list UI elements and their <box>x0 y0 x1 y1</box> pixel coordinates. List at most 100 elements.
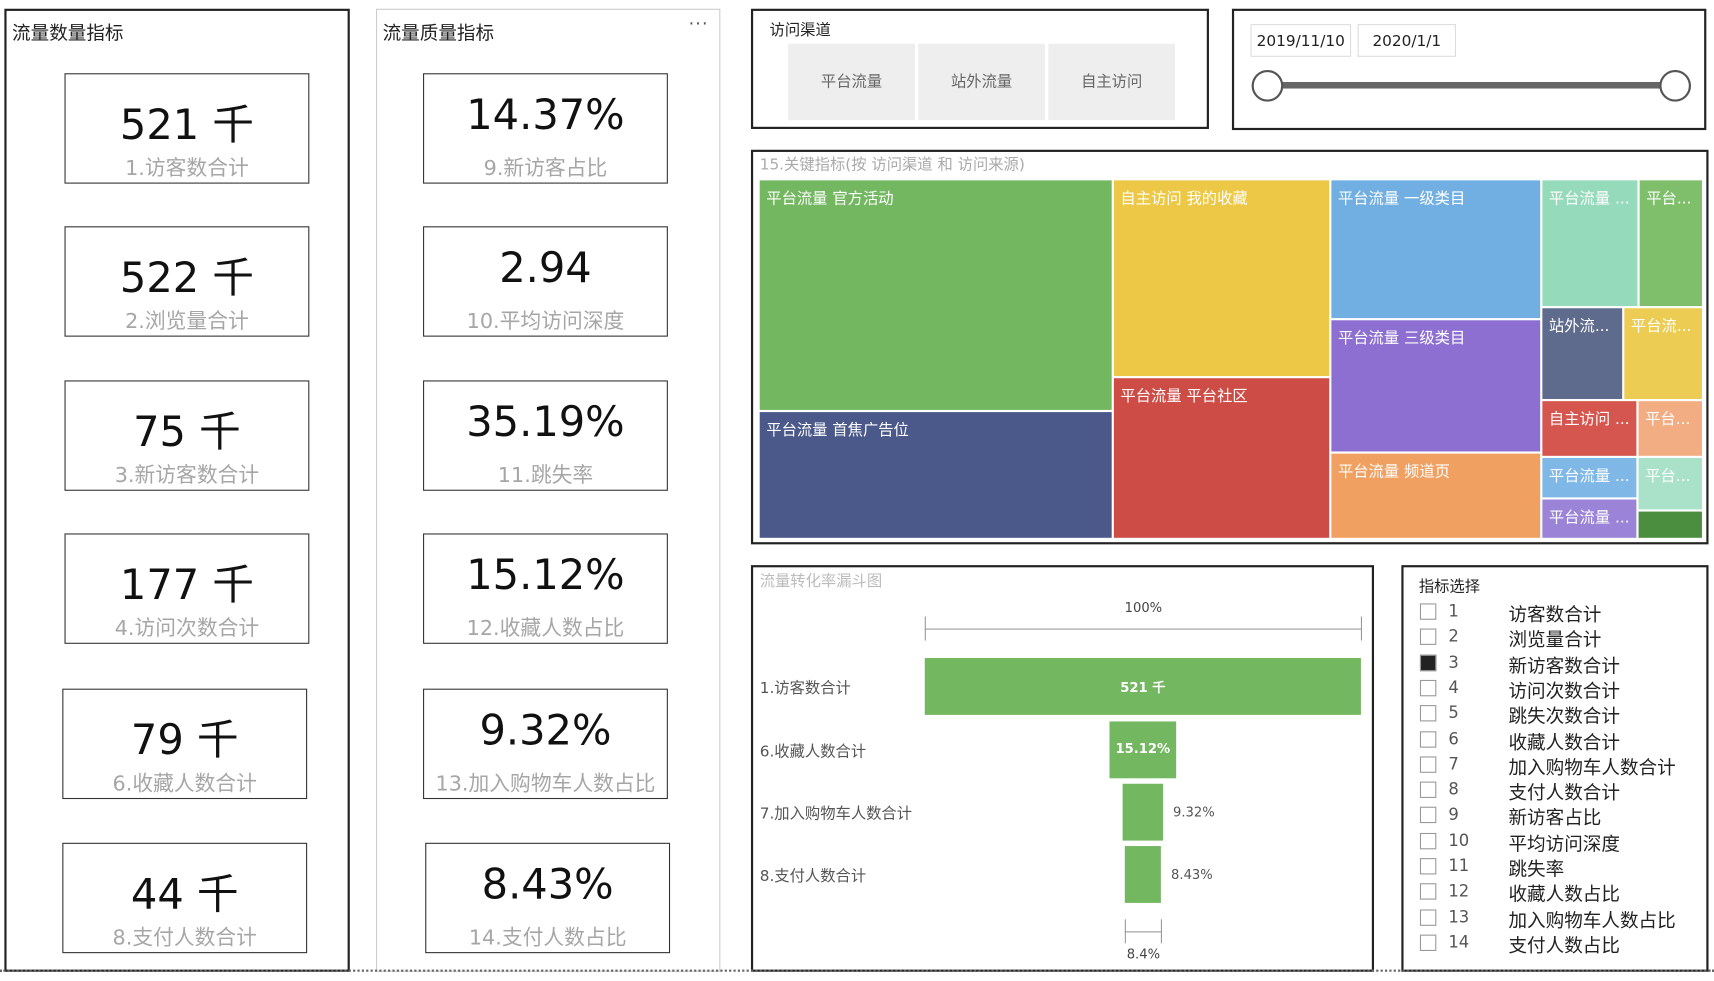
item-label[interactable]: 跳失率 <box>1508 859 1565 882</box>
treemap-tile[interactable]: 平台流量 一级类目 <box>1331 180 1541 319</box>
funnel-value-label: 9.32% <box>1172 804 1215 820</box>
checkbox[interactable] <box>1419 628 1437 646</box>
channel-button[interactable]: 平台流量 <box>788 43 915 121</box>
item-number: 14 <box>1448 932 1470 952</box>
item-label[interactable]: 加入购物车人数合计 <box>1508 757 1676 780</box>
treemap-tile[interactable]: 站外流... <box>1542 308 1623 399</box>
kpi-label: 9.新访客占比 <box>483 156 608 181</box>
treemap-tile[interactable]: 自主访问 ... <box>1542 401 1637 456</box>
funnel-stage-label: 1.访客数合计 <box>759 679 851 698</box>
treemap-tile[interactable]: 平台流... <box>1624 308 1702 399</box>
item-label[interactable]: 新访客占比 <box>1508 808 1602 831</box>
checkbox[interactable] <box>1419 679 1437 697</box>
more-options[interactable]: ··· <box>688 13 709 34</box>
kpi-card <box>64 226 310 337</box>
item-label[interactable]: 平均访问深度 <box>1508 833 1620 856</box>
kpi-label: 14.支付人数占比 <box>468 925 627 950</box>
kpi-value: 79 千 <box>130 715 239 765</box>
funnel-bar[interactable] <box>924 658 1361 715</box>
kpi-value: 75 千 <box>133 407 241 456</box>
kpi-label: 13.加入购物车人数占比 <box>435 771 656 796</box>
kpi-value: 44 千 <box>130 870 239 919</box>
treemap-tile[interactable]: 平台... <box>1638 458 1702 510</box>
kpi-card <box>64 533 310 644</box>
date-panel <box>1231 8 1707 131</box>
kpi-label: 1.访客数合计 <box>125 156 249 181</box>
kpi-label: 2.浏览量合计 <box>125 309 249 334</box>
treemap-tile[interactable]: 自主访问 我的收藏 <box>1113 180 1330 377</box>
treemap-tile[interactable]: 平台流量 平台社区 <box>1113 378 1330 538</box>
funnel-bar[interactable] <box>1122 783 1164 841</box>
treemap-tile[interactable]: 平台... <box>1638 401 1702 456</box>
item-label[interactable]: 收藏人数占比 <box>1508 884 1620 907</box>
kpi-label: 6.收藏人数合计 <box>112 771 257 796</box>
checkbox[interactable] <box>1419 781 1437 799</box>
treemap-tile[interactable]: 平台流量 三级类目 <box>1331 320 1541 452</box>
kpi-card <box>423 533 668 644</box>
item-label[interactable]: 收藏人数合计 <box>1508 731 1620 754</box>
slider-handle[interactable] <box>1251 69 1284 102</box>
treemap-tile[interactable]: 平台流量 频道页 <box>1331 453 1541 538</box>
kpi-card <box>423 226 668 337</box>
kpi-value: 177 千 <box>119 560 254 609</box>
checkbox[interactable] <box>1419 756 1437 773</box>
item-label[interactable]: 新访客数合计 <box>1508 655 1620 678</box>
item-label[interactable]: 加入购物车人数占比 <box>1508 910 1676 932</box>
checkbox[interactable] <box>1419 832 1437 849</box>
panel-title: 流量数量指标 <box>12 22 124 45</box>
kpi-label: 8.支付人数合计 <box>112 925 257 950</box>
item-number: 3 <box>1448 652 1459 672</box>
treemap-tile[interactable]: 平台流量 ... <box>1542 180 1638 307</box>
checkbox[interactable] <box>1419 730 1437 748</box>
kpi-card <box>62 688 308 800</box>
funnel-value-label: 8.43% <box>1171 866 1213 883</box>
checkbox[interactable] <box>1419 654 1437 671</box>
funnel-stage-label: 8.支付人数合计 <box>759 867 867 886</box>
funnel-value-label: 15.12% <box>1115 741 1171 757</box>
kpi-value: 15.12% <box>466 550 625 600</box>
treemap-title: 15.关键指标(按 访问渠道 和 访问来源) <box>759 156 1025 174</box>
kpi-card <box>423 73 668 184</box>
checkbox[interactable] <box>1419 934 1437 951</box>
item-number: 1 <box>1448 601 1459 621</box>
item-number: 4 <box>1448 677 1459 698</box>
item-label[interactable]: 浏览量合计 <box>1508 629 1602 652</box>
item-number: 5 <box>1448 703 1459 723</box>
checkbox[interactable] <box>1419 807 1437 824</box>
item-label[interactable]: 访客数合计 <box>1508 604 1602 627</box>
item-number: 9 <box>1448 804 1459 825</box>
checkbox[interactable] <box>1419 909 1437 926</box>
treemap-tile[interactable]: 平台... <box>1639 180 1702 307</box>
checkbox[interactable] <box>1419 858 1437 875</box>
item-label[interactable]: 支付人数占比 <box>1508 935 1620 958</box>
date-start[interactable]: 2019/11/10 <box>1250 24 1352 57</box>
funnel-stage-label: 7.加入购物车人数合计 <box>759 805 913 824</box>
treemap-tile[interactable]: 平台流量 ... <box>1542 458 1637 498</box>
kpi-value: 9.32% <box>479 706 612 755</box>
checkbox[interactable] <box>1419 883 1437 900</box>
bracket-tick <box>1161 919 1163 944</box>
bracket-tick <box>1124 919 1126 944</box>
kpi-card <box>425 842 671 954</box>
item-number: 12 <box>1448 881 1470 902</box>
treemap-tile[interactable]: 平台流量 官方活动 <box>759 180 1112 410</box>
slider-handle[interactable] <box>1659 69 1692 102</box>
item-label[interactable]: 跳失次数合计 <box>1508 706 1620 729</box>
treemap-tile[interactable] <box>1638 511 1702 538</box>
channel-button[interactable]: 站外流量 <box>918 43 1046 121</box>
treemap-tile[interactable]: 平台流量 ... <box>1542 499 1637 538</box>
kpi-label: 11.跳失率 <box>497 463 594 488</box>
kpi-label: 3.新访客数合计 <box>114 463 260 488</box>
funnel-bottom-label: 8.4% <box>1126 946 1161 962</box>
checkbox[interactable] <box>1419 603 1437 620</box>
funnel-bar[interactable] <box>1109 721 1176 779</box>
kpi-card <box>423 688 668 800</box>
funnel-bar[interactable] <box>1124 846 1162 903</box>
item-label[interactable]: 支付人数合计 <box>1508 782 1620 805</box>
channel-button[interactable]: 自主访问 <box>1048 43 1176 121</box>
treemap-tile[interactable]: 平台流量 首焦广告位 <box>759 412 1112 538</box>
date-end[interactable]: 2020/1/1 <box>1357 24 1457 57</box>
checkbox[interactable] <box>1419 705 1437 722</box>
item-label[interactable]: 访问次数合计 <box>1508 680 1620 703</box>
